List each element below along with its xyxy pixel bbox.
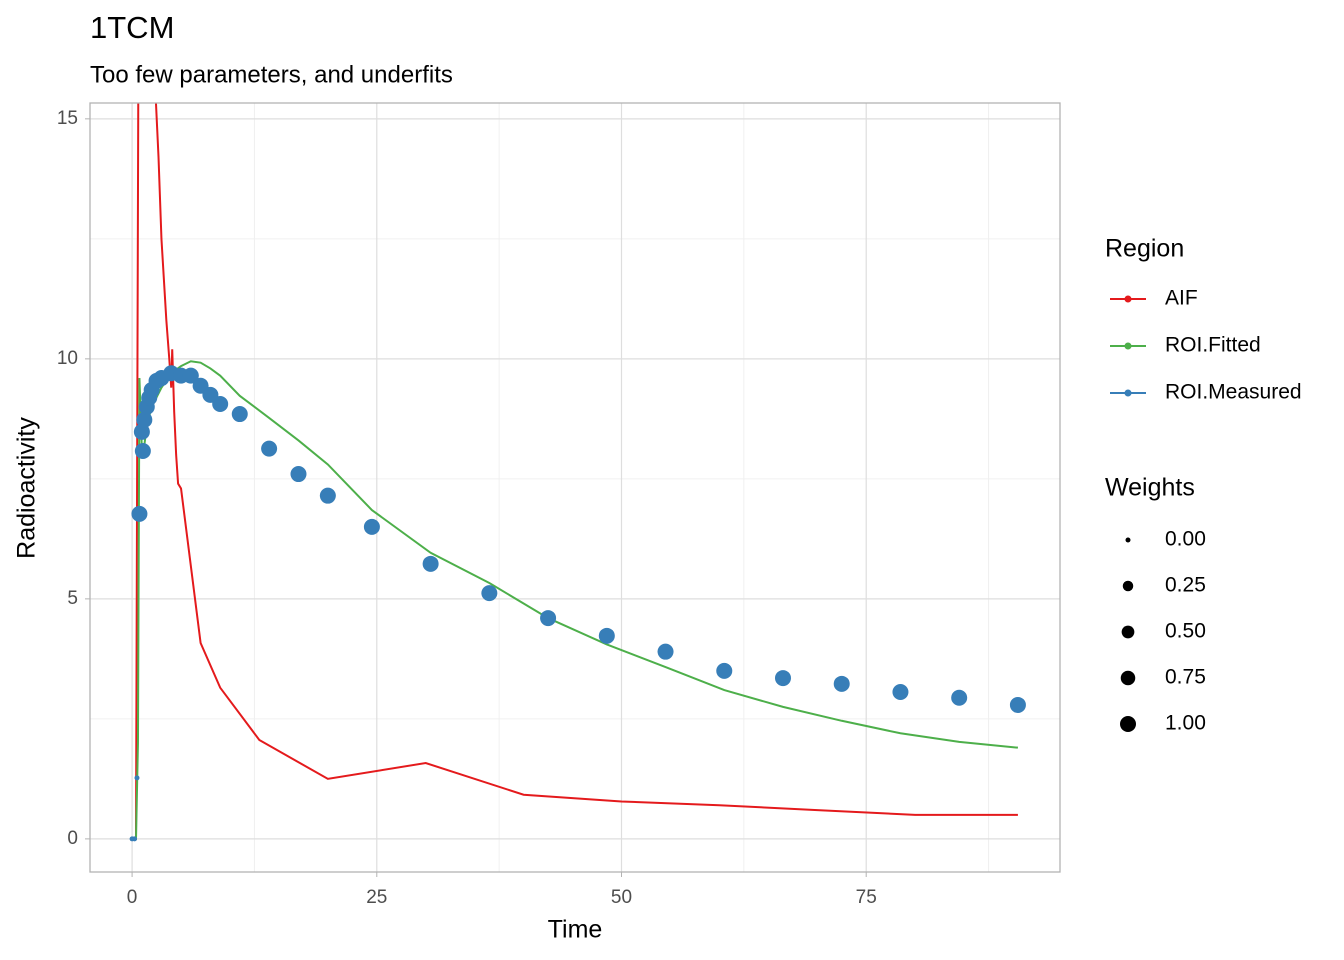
x-tick-label: 50 [611, 887, 632, 908]
y-tick-label: 5 [67, 588, 78, 609]
data-point [657, 643, 674, 660]
y-axis-label: Radioactivity [13, 417, 41, 559]
size-legend-dot [1122, 580, 1134, 592]
data-point [212, 395, 229, 412]
legend-dot [1124, 295, 1132, 303]
data-point [363, 518, 380, 535]
x-tick-label: 75 [856, 887, 877, 908]
data-point [951, 689, 968, 706]
legend-label: AIF [1165, 287, 1198, 310]
size-legend-label: 0.25 [1165, 574, 1206, 597]
data-point [422, 555, 439, 572]
y-tick-label: 15 [57, 108, 78, 129]
data-point [774, 670, 791, 687]
data-point [132, 836, 138, 842]
legend-dot [1124, 342, 1132, 350]
data-point [182, 367, 199, 384]
size-legend-label: 0.50 [1165, 620, 1206, 643]
data-point [716, 662, 733, 679]
size-legend-label: 0.00 [1165, 528, 1206, 551]
chart-title: 1TCM [90, 10, 174, 45]
data-point [1009, 696, 1026, 713]
data-point [319, 487, 336, 504]
data-point [131, 505, 148, 522]
x-tick-label: 25 [366, 887, 387, 908]
data-point [833, 675, 850, 692]
data-point [540, 610, 557, 627]
data-point [134, 775, 140, 781]
data-point [261, 440, 278, 457]
data-point [231, 406, 248, 423]
data-point [598, 627, 615, 644]
legend-title: Region [1105, 235, 1184, 263]
y-tick-label: 10 [57, 348, 78, 369]
data-point [136, 411, 153, 428]
size-legend-title: Weights [1105, 474, 1195, 502]
grid [90, 103, 1060, 872]
panel-border [89, 102, 1061, 873]
x-tick-label: 0 [127, 887, 138, 908]
data-point [133, 423, 150, 440]
size-legend-dot [1125, 537, 1131, 543]
legend-label: ROI.Fitted [1165, 334, 1261, 357]
data-point [892, 683, 909, 700]
size-legend-label: 1.00 [1165, 712, 1206, 735]
data-point [134, 443, 151, 460]
size-legend-dot [1120, 716, 1136, 732]
data-point [290, 466, 307, 483]
x-axis-label: Time [548, 916, 603, 944]
data-line [132, 360, 1019, 840]
data-line [132, 103, 1018, 840]
y-tick-label: 0 [67, 828, 78, 849]
size-legend-dot [1120, 670, 1136, 686]
size-legend-dot [1121, 625, 1135, 639]
plot-area [129, 103, 1026, 842]
legend-label: ROI.Measured [1165, 381, 1302, 404]
data-point [481, 585, 498, 602]
chart-subtitle: Too few parameters, and underfits [90, 61, 453, 88]
legend-dot [1124, 389, 1132, 397]
size-legend-label: 0.75 [1165, 666, 1206, 689]
